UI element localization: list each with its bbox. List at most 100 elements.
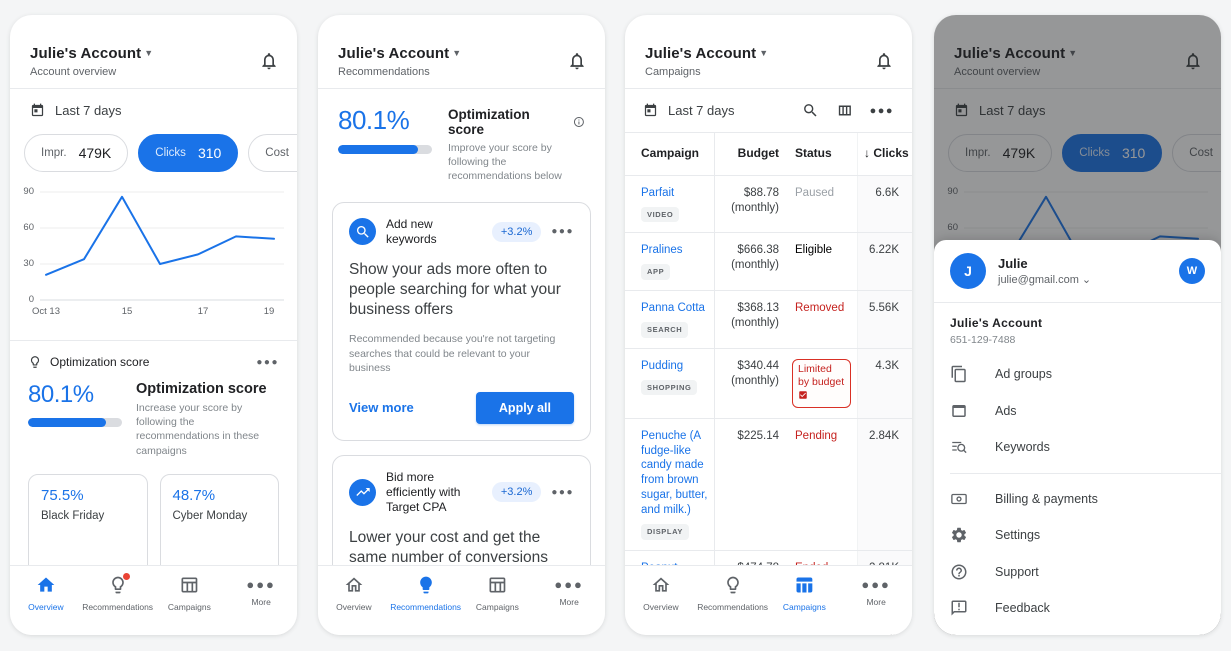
table-row[interactable]: Pralines APP $666.38 (monthly) Eligible 6… (625, 233, 912, 291)
nav-overview[interactable]: Overview (625, 575, 697, 635)
user-email-switcher[interactable]: julie@gmail.com ⌄ (998, 274, 1092, 286)
date-range-selector[interactable]: Last 7 days (643, 103, 802, 118)
menu-item-billing[interactable]: Billing & payments (934, 481, 1221, 518)
col-budget[interactable]: Budget (715, 133, 785, 175)
campaign-link[interactable]: Pralines (641, 244, 683, 257)
search-icon[interactable] (802, 102, 819, 119)
menu-item-ads[interactable]: Ads (934, 393, 1221, 430)
columns-icon[interactable] (836, 102, 853, 119)
status-badge: Removed (795, 301, 845, 314)
overflow-menu-icon[interactable]: ●●● (551, 486, 574, 498)
limited-by-budget-badge[interactable]: Limited by budget (792, 358, 851, 408)
menu-item-support[interactable]: Support (934, 554, 1221, 591)
notifications-bell-icon[interactable] (874, 51, 894, 71)
campaign-card-cyber-monday[interactable]: 48.7% Cyber Monday (159, 473, 279, 578)
table-row[interactable]: Parfait VIDEO $88.78 (monthly) Paused 6.6… (625, 175, 912, 234)
keywords-search-icon (950, 438, 968, 456)
user-profile-row: J Julie julie@gmail.com ⌄ W (934, 240, 1221, 303)
chip-impressions: Impr. 479K (948, 134, 1053, 172)
date-range-selector[interactable]: Last 7 days (10, 89, 297, 126)
table-row[interactable]: Panna Cotta SEARCH $368.13 (monthly) Remo… (625, 290, 912, 349)
campaign-link[interactable]: Penuche (A fudge-like candy made from br… (641, 429, 708, 517)
checkbox-icon (799, 391, 807, 399)
app-header: Julie's Account ▼ Campaigns (625, 15, 912, 89)
caret-down-icon: ▼ (452, 48, 462, 58)
col-clicks-sorted[interactable]: ↓ Clicks (857, 133, 912, 175)
nav-overview[interactable]: Overview (10, 575, 82, 635)
account-title: Julie's Account (30, 45, 142, 62)
recommendation-tag: Add new keywords (386, 216, 437, 246)
account-switcher[interactable]: Julie's Account ▼ (338, 45, 462, 62)
menu-item-settings[interactable]: Settings (934, 517, 1221, 554)
nav-campaigns[interactable]: Campaigns (462, 575, 534, 635)
col-status[interactable]: Status (785, 133, 857, 175)
overflow-menu-icon[interactable]: ●●● (256, 356, 279, 368)
nav-overview[interactable]: Overview (318, 575, 390, 635)
chip-impressions[interactable]: Impr. 479K (24, 134, 129, 172)
campaigns-table-icon (796, 577, 813, 593)
info-icon[interactable] (573, 116, 585, 128)
menu-item-feedback[interactable]: Feedback (934, 590, 1221, 627)
account-switcher[interactable]: Julie's Account ▼ (645, 45, 769, 62)
recommendation-tag: Bid more efficiently with Target CPA (386, 469, 461, 514)
avatar[interactable]: J (950, 253, 986, 289)
page-subtitle: Recommendations (338, 66, 430, 78)
notifications-bell-icon[interactable] (259, 51, 279, 71)
nav-more[interactable]: ●●● More (225, 575, 297, 635)
account-switcher[interactable]: Julie's Account ▼ (954, 45, 1078, 62)
menu-item-ad-groups[interactable]: Ad groups (934, 356, 1221, 393)
campaign-link[interactable]: Panna Cotta (641, 301, 705, 314)
notifications-bell-icon[interactable] (567, 51, 587, 71)
account-switcher[interactable]: Julie's Account ▼ (30, 45, 277, 63)
table-row[interactable]: Pudding SHOPPING $340.44 (monthly) Limite… (625, 348, 912, 419)
view-more-link[interactable]: View more (349, 400, 414, 416)
app-header: Julie's Account ▼ Account overview (10, 15, 297, 89)
home-icon (345, 577, 363, 592)
score-progress-bar (338, 145, 432, 154)
campaign-card-black-friday[interactable]: 75.5% Black Friday (28, 473, 148, 578)
apply-all-button[interactable]: Apply all (475, 391, 574, 424)
col-campaign[interactable]: Campaign (625, 133, 715, 175)
chip-clicks: Clicks 310 (1062, 134, 1163, 172)
optimization-score-value: 80.1% (338, 105, 410, 135)
account-menu: Ad groups Ads Keywords (934, 348, 1221, 627)
campaign-link[interactable]: Pudding (641, 359, 684, 372)
chip-cost[interactable]: Cost $ (248, 134, 297, 172)
status-badge: Pending (795, 429, 838, 442)
calendar-icon (30, 103, 45, 118)
nav-more[interactable]: ●●● More (533, 575, 605, 635)
secondary-avatar[interactable]: W (1179, 258, 1205, 284)
recommendation-card-keywords: Add new keywords +3.2% ●●● Show your ads… (332, 201, 591, 441)
campaign-type-badge: APP (641, 264, 671, 280)
app-header: Julie's Account ▼ Recommendations (318, 15, 605, 89)
score-uplift-badge: +3.2% (491, 482, 542, 503)
lightbulb-icon (419, 576, 432, 594)
nav-recommendations[interactable]: Recommendations (697, 575, 769, 635)
status-badge: Eligible (795, 244, 833, 257)
metric-chips: Impr. 479K Clicks 310 Cost $ (10, 126, 297, 176)
nav-campaigns[interactable]: Campaigns (154, 575, 226, 635)
x-tick: 19 (263, 306, 275, 317)
chip-clicks[interactable]: Clicks 310 (138, 134, 239, 172)
keyword-search-icon (349, 218, 376, 246)
user-name: Julie (998, 256, 1028, 271)
menu-item-keywords[interactable]: Keywords (934, 429, 1221, 466)
caret-down-icon: ▼ (144, 48, 154, 58)
app-header: Julie's Account ▼ Account overview (934, 15, 1221, 89)
nav-more[interactable]: ●●● More (840, 575, 912, 635)
section-divider (10, 340, 297, 341)
nav-campaigns[interactable]: Campaigns (769, 575, 841, 635)
nav-recommendations[interactable]: Recommendations (82, 573, 154, 635)
page-subtitle: Campaigns (645, 66, 701, 78)
nav-recommendations[interactable]: Recommendations (390, 575, 462, 635)
clicks-line (45, 195, 275, 276)
overflow-menu-icon[interactable]: ●●● (551, 226, 574, 238)
campaign-link[interactable]: Parfait (641, 186, 675, 199)
table-header-row: Campaign Budget Status ↓ Clicks (625, 133, 912, 176)
clicks-line-chart: 90 60 30 0 Oct 13 15 17 19 (10, 186, 291, 326)
chevron-down-icon: ⌄ (1081, 274, 1092, 286)
overflow-menu-icon[interactable]: ●●● (869, 104, 894, 117)
caret-down-icon: ▼ (1068, 48, 1078, 58)
table-row[interactable]: Penuche (A fudge-like candy made from br… (625, 418, 912, 551)
